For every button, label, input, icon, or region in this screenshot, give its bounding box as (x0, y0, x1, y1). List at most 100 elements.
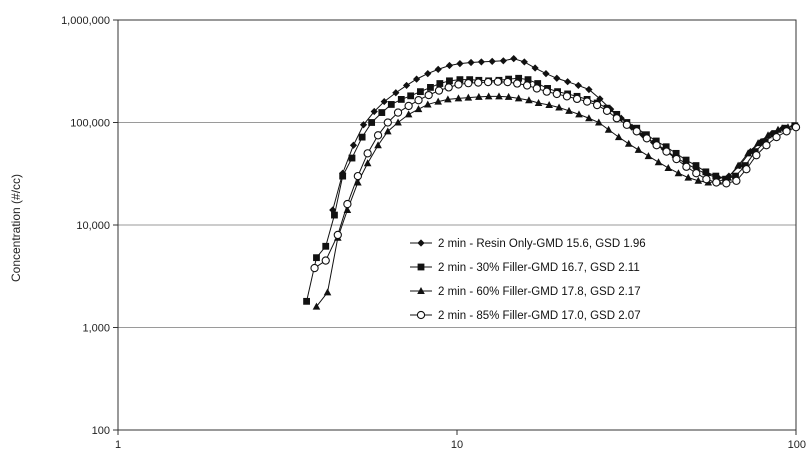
data-point-triangle (694, 176, 703, 184)
data-point-triangle (374, 141, 382, 149)
x-tick-label: 1 (115, 439, 121, 451)
data-point-circle (791, 123, 801, 132)
data-point-diamond (424, 69, 432, 78)
y-tick-label: 1,000 (82, 323, 110, 335)
data-point-circle (404, 101, 413, 111)
data-point-diamond (639, 131, 647, 139)
data-point-diamond (510, 55, 518, 63)
series-line (332, 58, 794, 211)
data-point-circle (782, 127, 791, 136)
legend-label: 2 min - 85% Filler-GMD 17.0, GSD 2.07 (438, 310, 641, 322)
series-line (316, 95, 789, 307)
data-point-triangle (595, 118, 603, 126)
data-point-square (368, 119, 376, 126)
x-axis-ticks: 1 10 100 (115, 430, 806, 451)
data-point-circle (393, 108, 403, 117)
data-point-diamond (564, 78, 572, 86)
data-point-square (712, 172, 720, 180)
gridlines (118, 122, 796, 328)
data-point-triangle (585, 114, 593, 122)
data-point-square (331, 211, 338, 219)
data-point-square (427, 84, 434, 91)
data-point-square (397, 96, 405, 103)
data-point-diamond (467, 58, 475, 67)
data-point-diamond (520, 58, 528, 66)
data-point-triangle (504, 92, 513, 100)
legend-label: 2 min - Resin Only-GMD 15.6, GSD 1.96 (438, 238, 646, 250)
data-point-square (652, 137, 660, 145)
data-point-diamond (434, 65, 442, 73)
data-point-square (672, 149, 680, 157)
data-point-square (662, 143, 670, 151)
data-point-circle (513, 79, 522, 88)
data-point-diamond (585, 85, 593, 94)
data-point-triangle (394, 118, 402, 126)
data-point-triangle (534, 98, 543, 106)
data-point-circle (522, 81, 532, 90)
data-point-triangle (674, 169, 683, 177)
data-point-circle (321, 256, 330, 265)
data-point-diamond (542, 69, 550, 78)
data-point-circle (672, 154, 681, 164)
data-point-triangle (354, 178, 362, 186)
data-point-diamond (488, 57, 496, 65)
data-point-triangle (644, 152, 653, 160)
data-point-circle (363, 149, 372, 158)
data-point-circle (373, 131, 383, 140)
data-point-square (313, 254, 320, 262)
data-point-circle (552, 89, 561, 99)
data-point-diamond (445, 61, 454, 70)
legend-item: 2 min - 60% Filler-GMD 17.8, GSD 2.17 (410, 286, 641, 298)
data-point-triangle (724, 173, 733, 181)
data-point-square (524, 76, 532, 84)
data-point-diamond (477, 58, 485, 66)
series-diamond (329, 55, 798, 214)
data-point-circle (434, 86, 444, 95)
data-point-triangle (604, 125, 613, 133)
data-point-triangle (484, 92, 493, 100)
data-point-diamond (370, 107, 378, 116)
data-point-circle (414, 96, 423, 105)
data-series (303, 55, 801, 310)
data-point-triangle (384, 127, 392, 135)
data-point-circle (562, 92, 572, 101)
data-point-triangle (525, 96, 533, 104)
data-point-square (322, 242, 330, 250)
data-point-triangle (495, 92, 503, 100)
data-point-square (692, 162, 700, 169)
data-point-diamond (417, 239, 425, 247)
data-point-triangle (664, 163, 673, 171)
data-point-circle (592, 100, 602, 110)
data-point-square (348, 154, 356, 162)
data-point-circle (383, 118, 392, 127)
data-point-square (436, 80, 444, 87)
data-point-triangle (734, 161, 742, 169)
data-point-square (702, 168, 710, 176)
data-point-circle (532, 84, 541, 93)
y-tick-label: 100 (92, 425, 110, 437)
data-point-circle (424, 90, 433, 100)
data-point-square (378, 109, 386, 116)
data-point-circle (353, 171, 363, 181)
legend-item: 2 min - Resin Only-GMD 15.6, GSD 1.96 (410, 238, 646, 250)
data-point-diamond (359, 121, 368, 129)
data-point-diamond (412, 75, 421, 83)
data-point-circle (712, 178, 721, 187)
data-point-square (456, 76, 464, 84)
legend: 2 min - Resin Only-GMD 15.6, GSD 1.96 2 m… (410, 238, 646, 322)
data-point-circle (722, 179, 731, 188)
data-point-diamond (553, 74, 561, 82)
data-point-circle (642, 134, 651, 143)
data-point-circle (742, 165, 751, 174)
data-point-triangle (464, 93, 473, 101)
data-point-diamond (574, 81, 582, 90)
data-point-square (732, 172, 739, 180)
data-point-circle (762, 141, 771, 150)
series-circle-open (310, 77, 801, 273)
data-point-triangle (444, 95, 452, 103)
legend-label: 2 min - 60% Filler-GMD 17.8, GSD 2.17 (438, 286, 641, 298)
data-point-triangle (754, 139, 762, 147)
data-point-circle (772, 132, 781, 142)
data-point-square (534, 80, 542, 87)
data-point-circle (652, 141, 661, 150)
